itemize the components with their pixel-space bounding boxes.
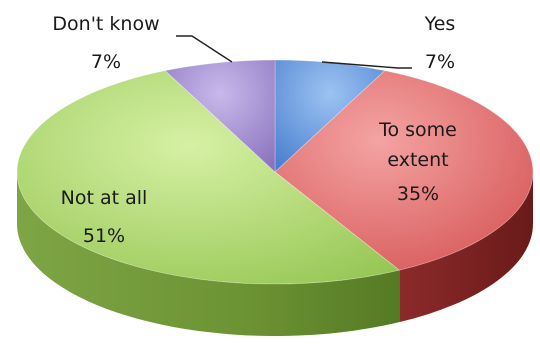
label-yes-name: Yes	[424, 13, 456, 35]
label-not-value: 51%	[83, 225, 125, 247]
slice-labels: Yes 7% To some extent 35% Not at all 51%…	[52, 13, 456, 247]
label-dk-value: 7%	[91, 51, 121, 73]
slice-to-some-extent	[274, 70, 534, 271]
slice-dont-know	[164, 59, 276, 173]
slice-to-some-extent-side	[399, 172, 533, 323]
label-yes-value: 7%	[425, 51, 455, 73]
label-not-name: Not at all	[61, 187, 148, 209]
leader-lines	[176, 35, 412, 69]
slice-not-at-all	[16, 70, 401, 285]
slice-not-at-all-side	[17, 172, 400, 337]
label-some-name-line1: To some	[378, 119, 457, 141]
label-some-value: 35%	[397, 183, 439, 205]
pie-slices	[16, 59, 534, 285]
leader-line-yes	[321, 61, 412, 69]
leader-line-dont-know	[176, 35, 233, 63]
label-some-name-line2: extent	[387, 149, 448, 171]
label-dk-name: Don't know	[52, 13, 159, 35]
pie-sides	[17, 172, 533, 337]
